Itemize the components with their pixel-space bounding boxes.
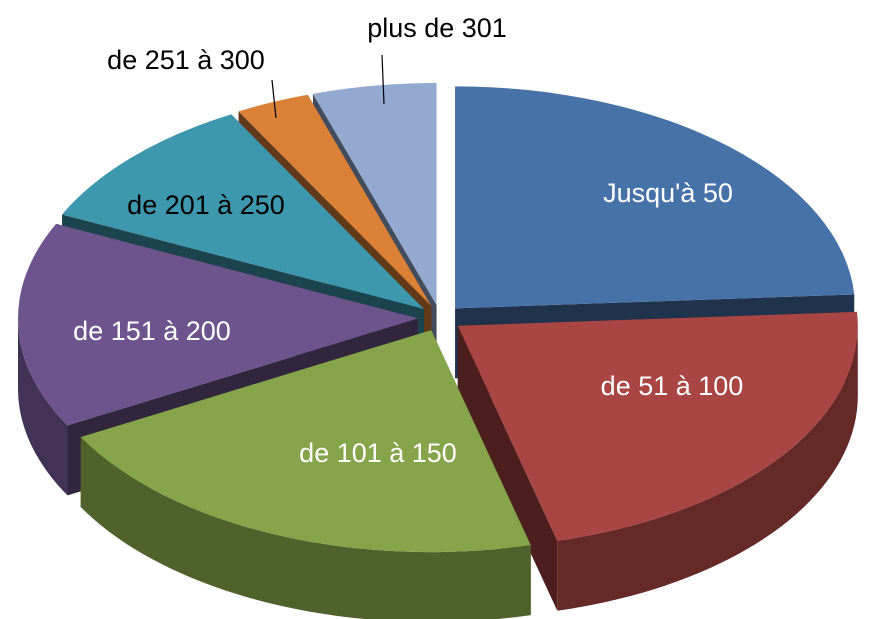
slice-label: de 201 à 250: [127, 190, 285, 220]
slice-top: [62, 114, 424, 309]
slice-label: Jusqu'à 50: [603, 178, 733, 208]
slice: [457, 311, 858, 611]
slice-label: plus de 301: [367, 13, 507, 43]
slice-label: de 251 à 300: [107, 45, 265, 75]
slice-top: [455, 86, 855, 309]
slice-side: [18, 318, 68, 496]
slice-top: [238, 94, 432, 306]
slice-side: [80, 437, 531, 619]
slice-top: [457, 311, 858, 541]
slice-label: de 151 à 200: [73, 316, 231, 346]
slice-top: [80, 330, 531, 553]
slice-top: [18, 223, 419, 426]
slice-label: de 51 à 100: [601, 371, 744, 401]
slice-side: [557, 325, 858, 611]
slice-cut: [457, 325, 558, 611]
leader-line: [381, 54, 385, 105]
slice-label: de 101 à 150: [299, 438, 457, 468]
slice: [80, 330, 531, 619]
leader-line: [271, 79, 277, 119]
slice-top: [312, 82, 437, 305]
